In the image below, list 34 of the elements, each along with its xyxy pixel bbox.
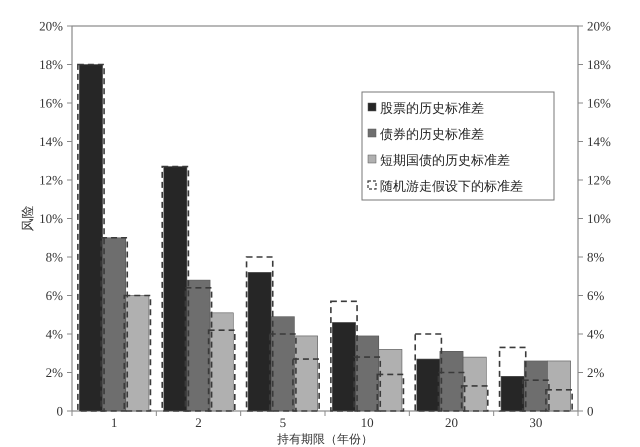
x-tick-label: 20 xyxy=(445,415,458,430)
y-tick-label: 8% xyxy=(46,250,64,264)
y2-tick-label: 2% xyxy=(587,365,604,380)
y2-tick-label: 0 xyxy=(587,404,594,418)
y2-tick-label: 14% xyxy=(587,134,611,149)
x-tick-label: 5 xyxy=(280,415,286,430)
y-tick-label: 0 xyxy=(56,404,63,418)
x-tick-label: 2 xyxy=(195,415,202,430)
y2-tick-label: 20% xyxy=(587,18,611,34)
y-axis-title: 风险 xyxy=(20,206,35,232)
y-tick-label: 2% xyxy=(46,365,64,380)
y-tick-label: 10% xyxy=(39,211,64,226)
y2-tick-label: 10% xyxy=(587,211,611,226)
y-tick-label: 16% xyxy=(39,96,64,110)
x-tick-label: 10 xyxy=(360,415,374,430)
y-tick-label: 20% xyxy=(39,18,64,34)
legend-label: 股票的历史标准差 xyxy=(380,100,484,116)
y2-tick-label: 8% xyxy=(587,250,604,264)
legend-label: 随机游走假设下的标准差 xyxy=(380,178,523,194)
legend-label: 短期国债的历史标准差 xyxy=(380,152,510,168)
y2-tick-label: 16% xyxy=(587,96,611,110)
y-tick-label: 6% xyxy=(46,288,64,303)
y-tick-label: 12% xyxy=(39,172,64,188)
y-tick-label: 18% xyxy=(39,57,64,72)
y2-tick-label: 6% xyxy=(587,288,604,303)
x-tick-label: 1 xyxy=(110,415,118,430)
x-tick-label: 30 xyxy=(529,415,542,430)
x-axis-title: 持有期限（年份） xyxy=(277,432,373,446)
y2-tick-label: 12% xyxy=(587,172,611,188)
y2-tick-label: 18% xyxy=(587,57,611,72)
y-tick-label: 4% xyxy=(46,326,64,342)
y-tick-label: 14% xyxy=(39,134,64,149)
legend-label: 债券的历史标准差 xyxy=(380,126,484,142)
y2-tick-label: 4% xyxy=(587,326,604,342)
